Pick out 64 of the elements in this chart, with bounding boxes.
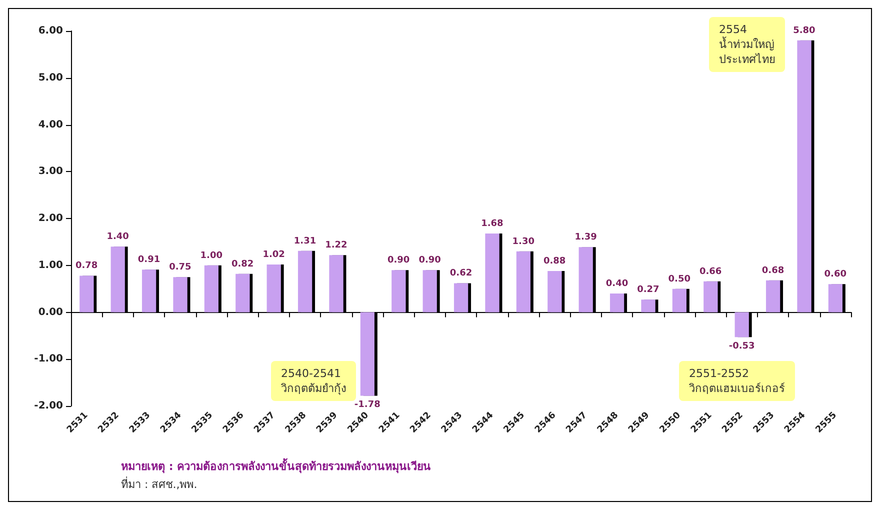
text: 5.80	[793, 26, 816, 36]
text: 0.91	[138, 255, 160, 266]
text: ที่มา : สศช.,พพ.	[121, 476, 198, 491]
text: 1.30	[512, 236, 535, 247]
bar	[329, 255, 344, 312]
bar	[766, 280, 780, 312]
bar	[360, 312, 374, 396]
bar	[142, 270, 156, 312]
bar	[204, 265, 218, 312]
bar	[454, 283, 468, 312]
bar	[548, 271, 562, 312]
bar	[672, 288, 686, 312]
text: 0.78	[75, 261, 98, 272]
text: 0.88	[543, 256, 566, 266]
bar	[641, 300, 656, 312]
text: 1.68	[481, 219, 504, 229]
bar	[236, 274, 250, 312]
text: 0.27	[637, 285, 660, 296]
y-tick-label: -2.00	[34, 400, 64, 412]
text: 0.75	[169, 262, 192, 273]
text: 0.90	[418, 256, 441, 266]
bar	[828, 284, 842, 312]
text: หมายเหตุ : ความต้องการพลังงานขั้นสุดท้ายรวมพลังงานหมุนเวียน	[121, 458, 432, 474]
text: 1.39	[574, 232, 597, 243]
text: 1.22	[325, 240, 348, 251]
bar	[298, 250, 312, 312]
text: 0.68	[762, 266, 784, 276]
bar	[578, 247, 593, 312]
bar	[610, 294, 624, 312]
bar	[422, 270, 437, 312]
annotation: 2551-2552 วิกฤตแฮมเบอร์เกอร์	[688, 367, 785, 395]
text: 0.90	[387, 256, 410, 266]
annotation: 2540-2541 วิกฤตต้มยำกุ้ง	[280, 367, 346, 395]
bar	[80, 276, 94, 312]
y-tick-label: 6.00	[38, 26, 64, 36]
y-tick-label: 2.00	[38, 213, 64, 224]
bar	[704, 281, 718, 312]
y-tick-label: 1.00	[38, 260, 64, 271]
bar	[734, 312, 749, 338]
text: -1.78	[354, 400, 380, 410]
y-tick-label: 4.00	[38, 119, 64, 130]
y-tick-label: -1.00	[34, 354, 64, 365]
bar	[392, 270, 406, 312]
text: 0.66	[699, 266, 722, 277]
text: 0.60	[824, 270, 847, 280]
y-tick-label: 5.00	[38, 72, 64, 84]
text: 0.82	[231, 259, 254, 270]
bar	[485, 234, 500, 312]
y-tick-label: 0.00	[38, 306, 64, 318]
bar	[110, 246, 125, 312]
text: 0.40	[606, 279, 628, 289]
bar	[173, 277, 188, 312]
text: 1.00	[200, 250, 223, 261]
bar	[266, 264, 281, 312]
text: 1.31	[294, 236, 316, 246]
text: 0.62	[450, 268, 472, 279]
annotation: 2554 น้ำท่วมใหญ่ ประเทศไทย	[719, 23, 775, 66]
bar	[797, 40, 812, 312]
y-tick-label: 3.00	[38, 166, 64, 178]
bar	[516, 251, 530, 312]
text: 1.02	[262, 250, 285, 260]
text: -0.53	[728, 342, 755, 352]
text: 1.40	[106, 232, 129, 242]
text: 0.50	[668, 274, 691, 284]
